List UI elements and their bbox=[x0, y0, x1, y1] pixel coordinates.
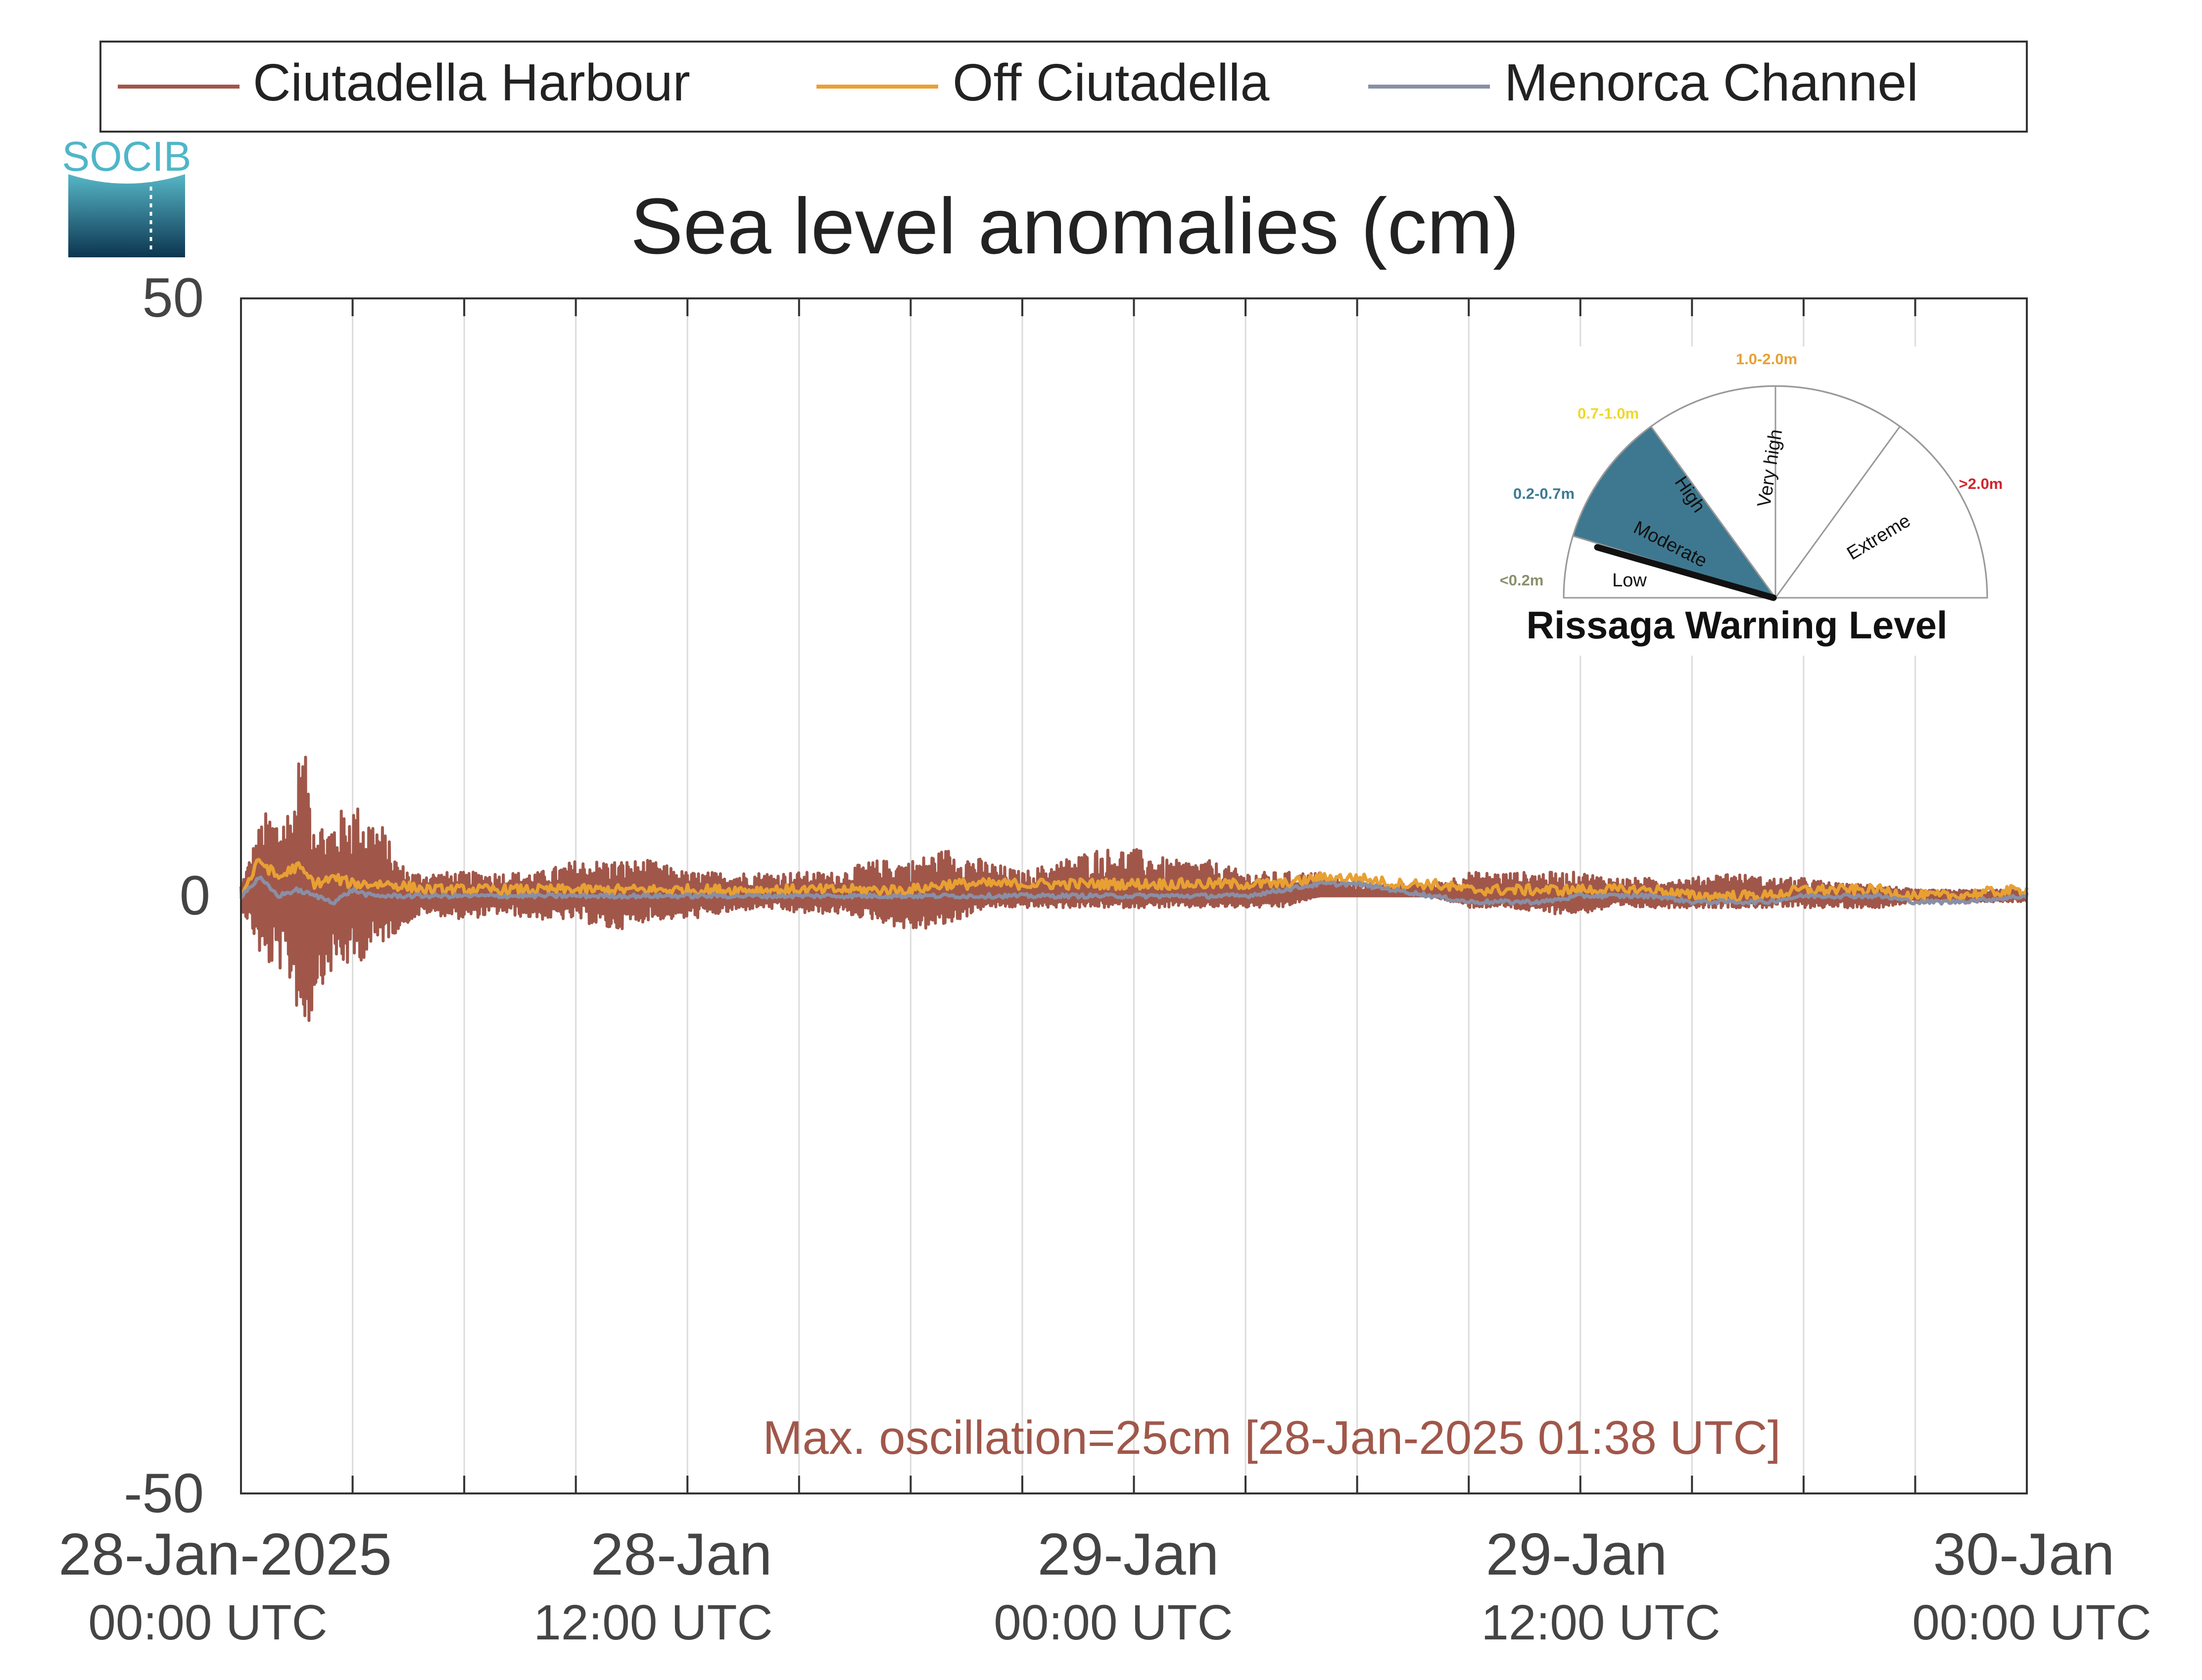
gauge-range-high: 0.7-1.0m bbox=[1578, 405, 1639, 422]
x-tick-time-48: 00:00 UTC bbox=[1912, 1595, 2152, 1650]
gauge-range-extreme: >2.0m bbox=[1959, 475, 2003, 492]
legend-label-off-ciutadella: Off Ciutadella bbox=[953, 53, 1269, 112]
legend-box bbox=[99, 41, 2028, 133]
y-tick-label-50: 50 bbox=[142, 267, 204, 329]
x-tick-labels: 28-Jan-2025 00:00 UTC 28-Jan 12:00 UTC 2… bbox=[58, 1521, 2152, 1650]
x-tick-date-0: 28-Jan-2025 bbox=[58, 1521, 392, 1587]
y-tick-label-0: 0 bbox=[180, 864, 210, 926]
series-line-off-ciutadella bbox=[239, 858, 2029, 903]
series-layer bbox=[239, 756, 2029, 1022]
series-line-menorca-channel bbox=[239, 875, 2028, 906]
legend-label-menorca-channel: Menorca Channel bbox=[1504, 53, 1918, 112]
rissaga-gauge: <0.2m 0.2-0.7m 0.7-1.0m 1.0-2.0m >2.0m L… bbox=[1489, 346, 2014, 656]
max-oscillation-annotation: Max. oscillation=25cm [28-Jan-2025 01:38… bbox=[763, 1411, 1780, 1464]
socib-logo-text: SOCIB bbox=[62, 133, 191, 180]
gauge-label-low: Low bbox=[1612, 570, 1647, 591]
x-tick-time-0: 00:00 UTC bbox=[88, 1595, 328, 1650]
x-tick-date-36: 29-Jan bbox=[1486, 1521, 1668, 1587]
x-tick-date-24: 29-Jan bbox=[1038, 1521, 1219, 1587]
x-tick-date-48: 30-Jan bbox=[1933, 1521, 2115, 1587]
gauge-outline bbox=[1563, 385, 1988, 598]
x-tick-time-36: 12:00 UTC bbox=[1481, 1595, 1721, 1650]
gauge-range-moderate: 0.2-0.7m bbox=[1513, 485, 1575, 502]
y-tick-label-minus-50: -50 bbox=[124, 1462, 204, 1524]
x-ticks bbox=[351, 298, 1916, 1493]
gauge-range-low: <0.2m bbox=[1500, 572, 1544, 589]
x-tick-time-24: 00:00 UTC bbox=[994, 1595, 1233, 1650]
x-tick-date-12: 28-Jan bbox=[591, 1521, 772, 1587]
chart-title: Sea level anomalies (cm) bbox=[630, 182, 1519, 270]
gauge-title: Rissaga Warning Level bbox=[1526, 603, 1947, 647]
socib-logo: SOCIB bbox=[62, 133, 191, 257]
gauge-range-very-high: 1.0-2.0m bbox=[1736, 350, 1797, 368]
legend-label-ciutadella-harbour: Ciutadella Harbour bbox=[253, 53, 690, 112]
x-tick-time-12: 12:00 UTC bbox=[533, 1595, 773, 1650]
plot-frame bbox=[240, 297, 2028, 1494]
gauge-needle bbox=[1594, 544, 1777, 601]
